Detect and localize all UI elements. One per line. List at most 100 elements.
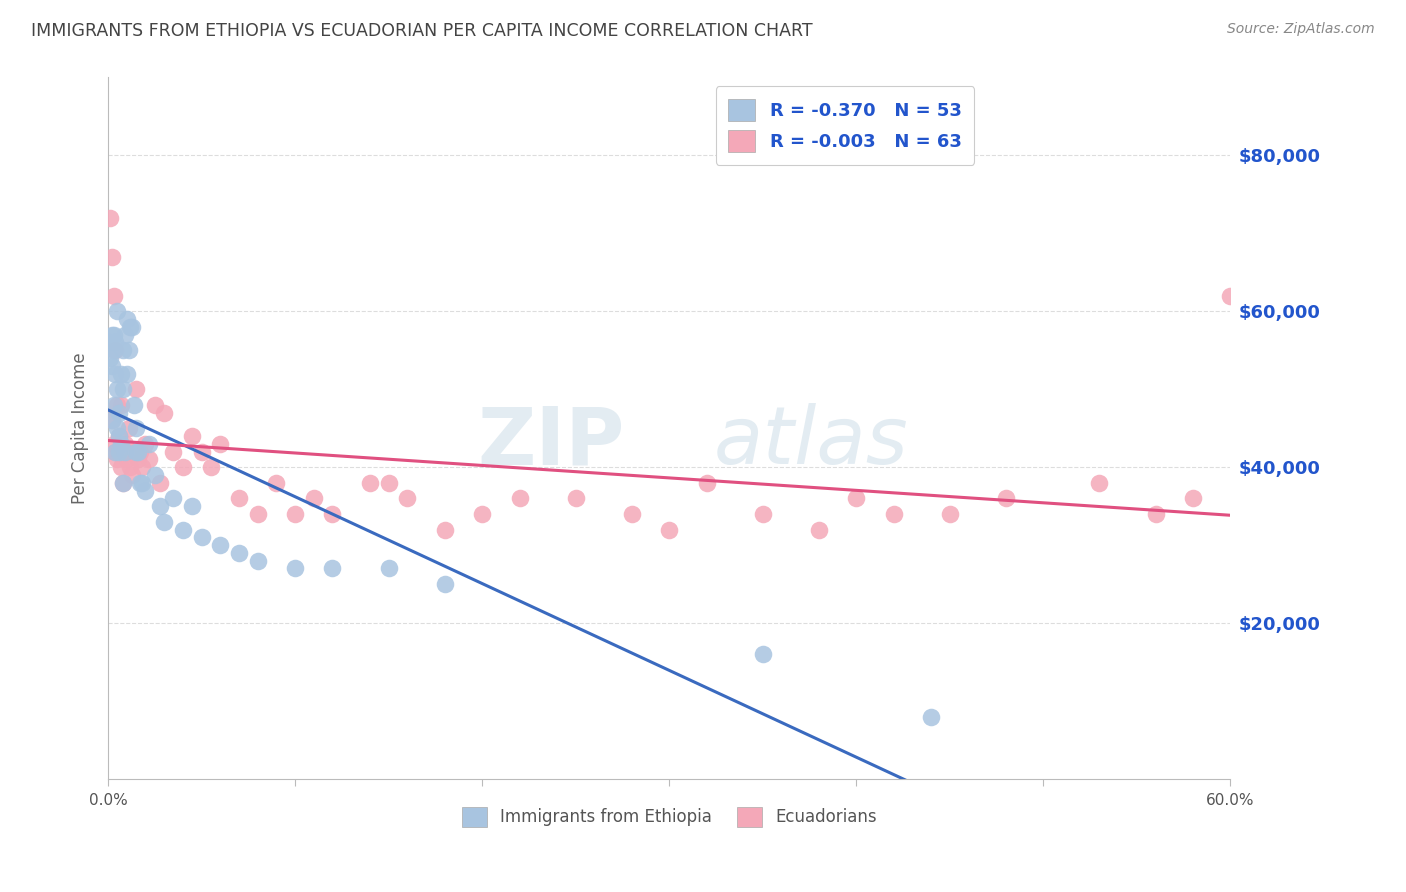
Point (127, 444, 149, 458)
Point (153, 406, 176, 420)
Point (108, 444, 131, 458)
Point (111, 475, 134, 490)
Point (122, 398, 145, 412)
Point (108, 429, 131, 443)
Point (994, 491, 1017, 506)
Point (121, 467, 143, 482)
Point (377, 475, 399, 490)
Point (104, 444, 127, 458)
Point (110, 398, 132, 412)
Legend: Immigrants from Ethiopia, Ecuadorians: Immigrants from Ethiopia, Ecuadorians (456, 800, 883, 834)
Point (125, 421, 148, 435)
Point (396, 491, 419, 506)
Point (845, 491, 868, 506)
Point (128, 444, 150, 458)
Point (120, 460, 142, 475)
Point (125, 382, 148, 396)
Point (111, 444, 134, 458)
Point (105, 398, 128, 412)
Point (209, 436, 232, 450)
Point (103, 288, 125, 302)
Point (115, 312, 138, 326)
Point (100, 413, 122, 427)
Point (162, 444, 184, 458)
Point (114, 444, 136, 458)
Point (162, 491, 184, 506)
Point (321, 561, 343, 575)
Point (172, 523, 194, 537)
Point (1219, 288, 1241, 302)
Point (433, 577, 456, 591)
Point (134, 436, 156, 450)
Point (377, 561, 399, 575)
Point (284, 507, 307, 521)
Point (266, 475, 288, 490)
Point (751, 647, 773, 661)
Point (246, 554, 269, 568)
Point (103, 327, 125, 342)
Point (883, 507, 905, 521)
Point (110, 436, 132, 450)
Point (807, 523, 830, 537)
Point (105, 382, 128, 396)
Point (284, 561, 307, 575)
Point (128, 475, 150, 490)
Point (122, 444, 145, 458)
Point (131, 460, 153, 475)
Point (114, 327, 136, 342)
Point (108, 444, 131, 458)
Point (110, 367, 132, 381)
Point (209, 538, 232, 552)
Point (98, 211, 121, 225)
Point (1088, 475, 1111, 490)
Point (117, 343, 139, 358)
Point (114, 436, 136, 450)
Point (104, 335, 127, 350)
Text: IMMIGRANTS FROM ETHIOPIA VS ECUADORIAN PER CAPITA INCOME CORRELATION CHART: IMMIGRANTS FROM ETHIOPIA VS ECUADORIAN P… (31, 22, 813, 40)
Point (149, 499, 172, 513)
Point (108, 429, 131, 443)
Point (143, 398, 166, 412)
Point (359, 475, 381, 490)
Point (121, 319, 143, 334)
Point (104, 444, 127, 458)
Point (117, 421, 139, 435)
Point (125, 444, 148, 458)
Point (181, 499, 204, 513)
Point (100, 250, 122, 264)
Point (108, 406, 131, 420)
Point (111, 343, 134, 358)
Text: atlas: atlas (714, 403, 908, 481)
Point (149, 475, 172, 490)
Point (103, 398, 125, 412)
Point (111, 475, 134, 490)
Point (115, 452, 138, 467)
Point (1181, 491, 1204, 506)
Point (200, 460, 222, 475)
Point (228, 546, 250, 560)
Point (172, 460, 194, 475)
Point (105, 304, 128, 318)
Point (98, 335, 121, 350)
Point (190, 444, 212, 458)
Point (105, 421, 128, 435)
Point (228, 491, 250, 506)
Point (115, 444, 138, 458)
Y-axis label: Per Capita Income: Per Capita Income (72, 352, 89, 504)
Point (105, 452, 128, 467)
Point (115, 367, 138, 381)
Point (658, 523, 681, 537)
Point (138, 436, 160, 450)
Point (190, 530, 212, 544)
Point (100, 413, 122, 427)
Point (471, 507, 494, 521)
Point (181, 429, 204, 443)
Point (564, 491, 586, 506)
Point (509, 491, 531, 506)
Point (751, 507, 773, 521)
Point (98, 351, 121, 365)
Point (433, 523, 456, 537)
Point (100, 327, 122, 342)
Text: Source: ZipAtlas.com: Source: ZipAtlas.com (1227, 22, 1375, 37)
Point (302, 491, 325, 506)
